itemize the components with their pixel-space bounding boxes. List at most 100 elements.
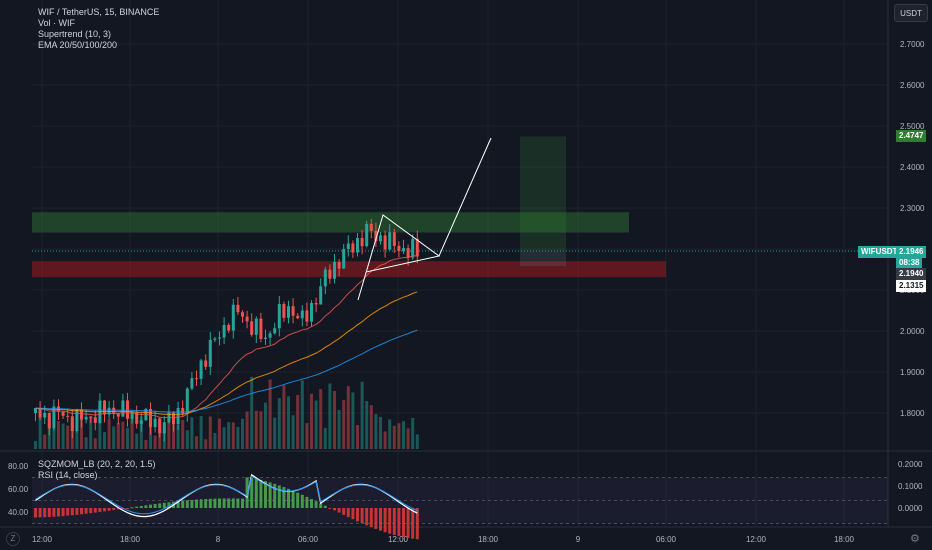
volume-bar <box>130 418 134 449</box>
countdown-tag: 08:38 <box>896 257 923 269</box>
volume-bar <box>245 411 249 449</box>
position-profit-area <box>520 136 566 252</box>
projection-line <box>438 137 492 257</box>
momentum-bar <box>135 506 139 508</box>
gear-icon[interactable]: ⚙ <box>910 533 920 545</box>
candle-body <box>351 243 355 253</box>
legend-volume[interactable]: Vol · WIF <box>38 18 76 28</box>
volume-bar <box>415 434 419 449</box>
volume-bar <box>360 381 364 449</box>
momentum-bar <box>57 508 60 517</box>
momentum-bar <box>337 508 341 513</box>
momentum-bar <box>195 499 198 508</box>
rsi-tick-label: 60.00 <box>8 485 29 494</box>
candle-body <box>176 408 180 425</box>
momentum-bar <box>213 498 217 508</box>
candle-body <box>116 413 120 417</box>
volume-bar <box>61 423 65 449</box>
momentum-bar <box>176 501 180 508</box>
momentum-bar <box>181 500 185 508</box>
candle-body <box>310 303 313 322</box>
momentum-bar <box>93 508 97 513</box>
volume-bar <box>356 425 359 449</box>
candle-body <box>300 310 304 319</box>
volume-bar <box>213 432 217 449</box>
momentum-bar <box>411 508 415 539</box>
momentum-bar <box>402 508 405 538</box>
candle-body <box>89 416 93 418</box>
candle-body <box>153 418 157 428</box>
candle-body <box>80 409 83 420</box>
sqzmom-tick-label: 0.2000 <box>898 460 923 469</box>
candle-body <box>346 243 350 250</box>
momentum-bar <box>300 494 304 508</box>
candle-body <box>208 339 212 367</box>
volume-bar <box>112 426 116 449</box>
momentum-bar <box>342 508 346 515</box>
volume-bar <box>383 431 387 449</box>
sqzmom-tick-label: 0.1000 <box>898 482 923 491</box>
tradingview-logo-icon[interactable]: Z <box>6 532 20 546</box>
volume-bar <box>43 434 47 449</box>
candle-body <box>291 306 295 316</box>
momentum-bar <box>310 499 313 508</box>
legend-sqzmom[interactable]: SQZMOM_LB (20, 2, 20, 1.5) <box>38 459 156 469</box>
momentum-bar <box>250 478 254 508</box>
volume-bar <box>342 400 346 449</box>
candle-body <box>47 412 51 429</box>
momentum-bar <box>415 508 419 540</box>
price-tick-label: 2.3000 <box>900 204 925 213</box>
volume-bar <box>98 416 102 449</box>
candle-body <box>236 304 240 313</box>
momentum-bar <box>406 508 410 539</box>
legend-ema[interactable]: EMA 20/50/100/200 <box>38 40 118 50</box>
symbol-tag: WIFUSDT <box>858 246 901 258</box>
ema-line-100 <box>35 329 418 413</box>
candle-body <box>415 238 419 257</box>
price-tick-label: 2.6000 <box>900 81 925 90</box>
candle-body <box>66 415 70 417</box>
momentum-bar <box>47 508 51 517</box>
legend-rsi[interactable]: RSI (14, close) <box>38 470 98 480</box>
momentum-bar <box>273 483 277 508</box>
candle-body <box>135 412 139 424</box>
volume-bar <box>66 425 70 449</box>
candle-body <box>250 321 254 335</box>
momentum-bar <box>66 508 70 516</box>
currency-button[interactable]: USDT <box>894 4 928 22</box>
entry-price-tag: 2.1940 <box>896 268 927 280</box>
time-tick-label: 18:00 <box>120 535 141 544</box>
momentum-bar <box>291 490 295 508</box>
momentum-bar <box>38 508 42 518</box>
volume-bar <box>346 386 350 449</box>
candle-body <box>121 400 125 417</box>
momentum-bar <box>383 508 387 533</box>
volume-bar <box>222 427 226 449</box>
candle-body <box>162 422 166 434</box>
candle-body <box>406 248 410 258</box>
legend-supertrend[interactable]: Supertrend (10, 3) <box>38 29 112 39</box>
time-tick-label: 12:00 <box>32 535 53 544</box>
candle-body <box>158 418 162 434</box>
momentum-bar <box>190 499 194 508</box>
momentum-bar <box>149 504 152 508</box>
candle-body <box>319 286 323 305</box>
last-price-tag: 2.1946 <box>896 246 927 258</box>
candle-body <box>75 409 79 432</box>
volume-bar <box>282 385 286 449</box>
candle-body <box>185 388 189 414</box>
volume-bar <box>310 393 313 449</box>
momentum-bar <box>103 508 106 512</box>
momentum-bar <box>144 505 148 508</box>
ema-line-50 <box>35 291 418 416</box>
momentum-bar <box>277 485 281 508</box>
candle-body <box>337 262 341 269</box>
momentum-bar <box>346 508 350 518</box>
price-tick-label: 2.4000 <box>900 163 925 172</box>
volume-bar <box>116 422 120 449</box>
momentum-bar <box>112 508 116 511</box>
volume-bar <box>268 379 272 449</box>
momentum-bar <box>254 478 258 508</box>
candle-body <box>144 408 148 421</box>
